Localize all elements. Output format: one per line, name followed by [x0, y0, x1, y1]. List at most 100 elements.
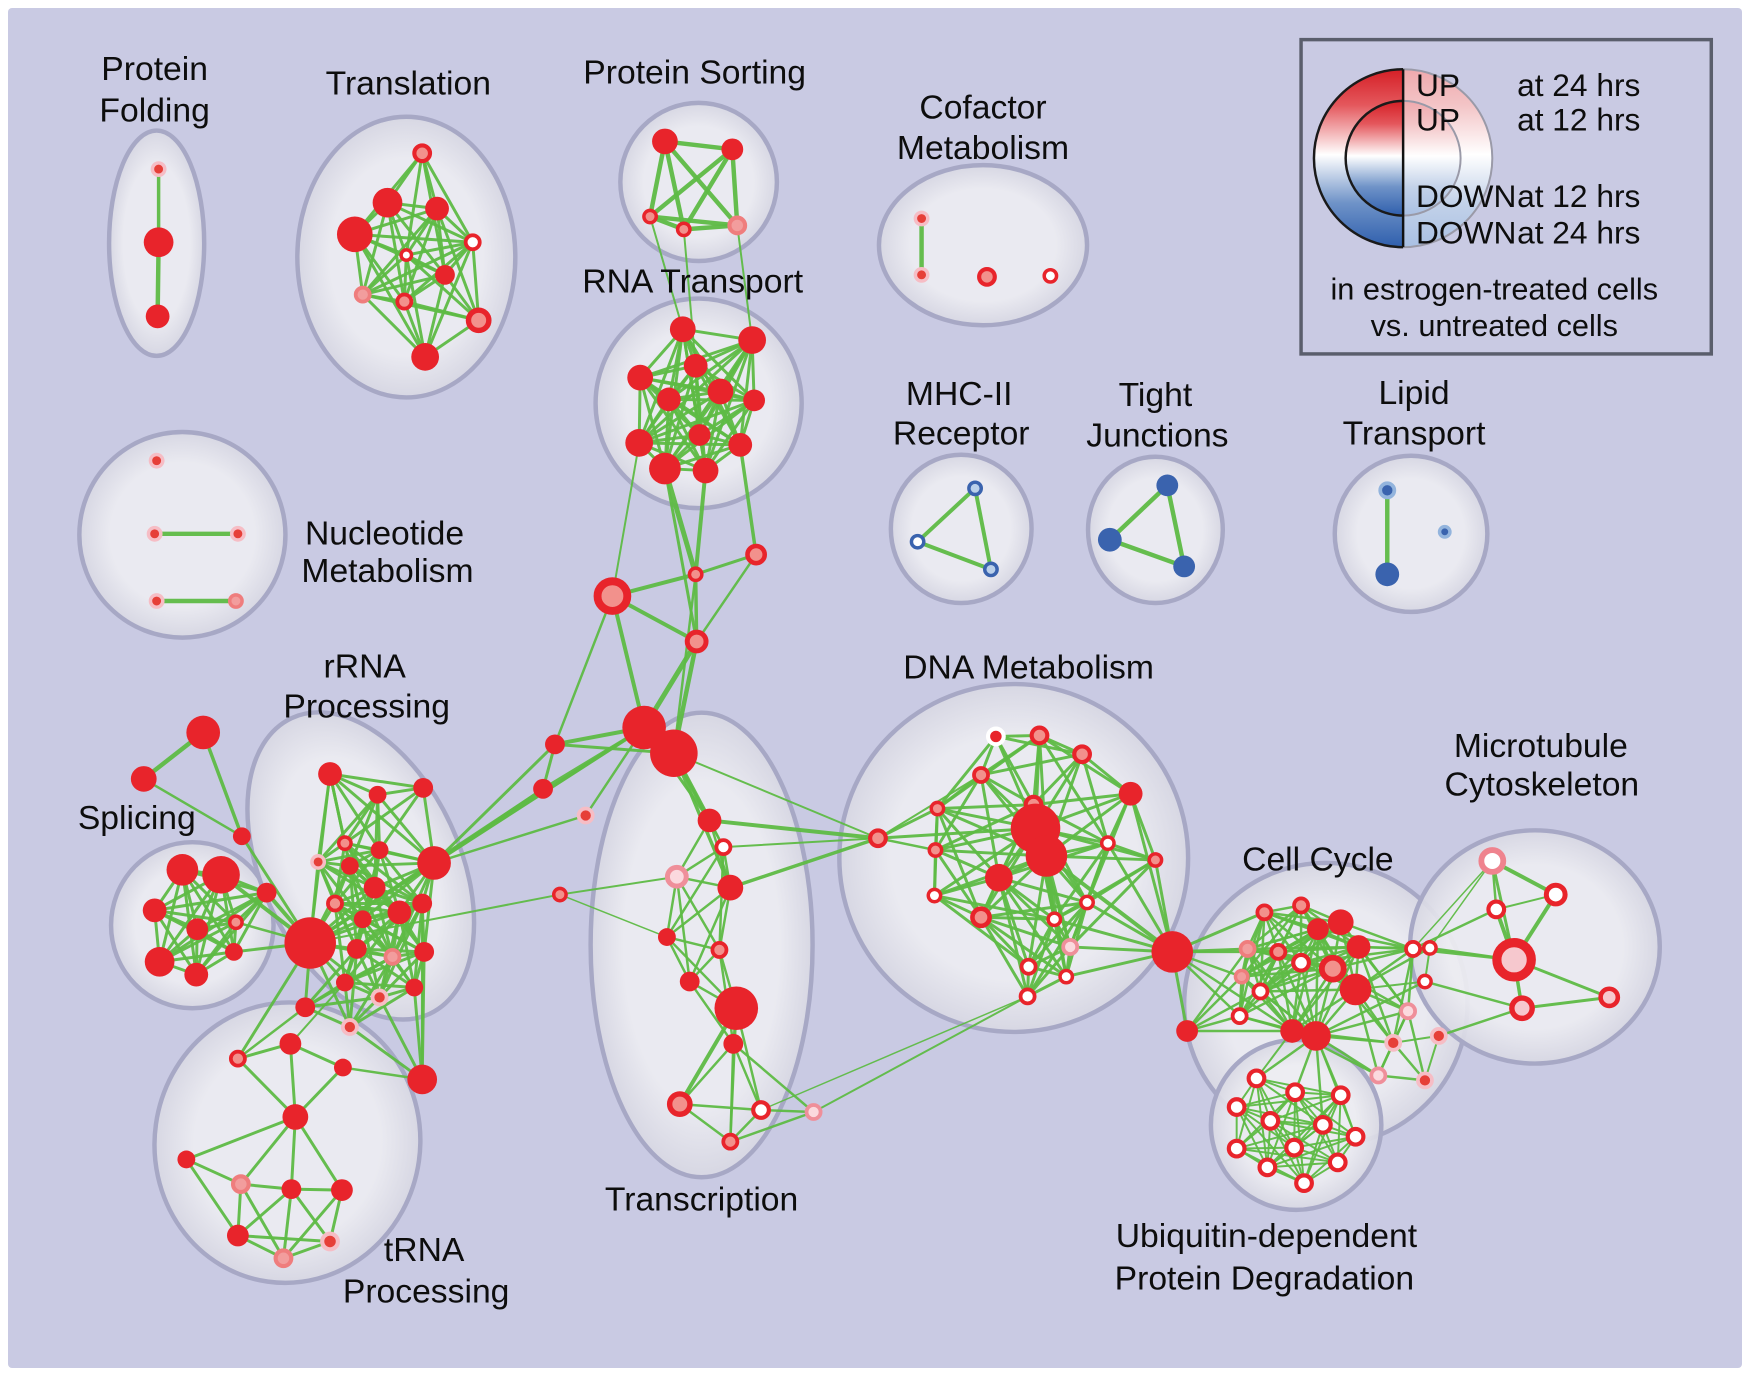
node-rr15 [383, 947, 402, 966]
node-sp1 [166, 854, 199, 886]
edge [558, 875, 678, 896]
edge [201, 730, 244, 838]
edge [704, 398, 756, 473]
edge [1171, 950, 1294, 1033]
edge [693, 468, 708, 577]
edge [1314, 1009, 1410, 1038]
node-dm13 [970, 906, 992, 929]
edge [289, 1187, 332, 1243]
edge [1412, 860, 1494, 950]
node-cc12 [1339, 973, 1372, 1006]
edge [667, 338, 754, 401]
node-tb3 [331, 1179, 353, 1201]
node-rr12 [387, 900, 412, 925]
node-tg1 [186, 715, 221, 750]
edge [303, 947, 359, 1009]
node-dm14 [1079, 894, 1095, 911]
node-cc3 [1327, 909, 1354, 936]
node-dm10 [1099, 835, 1116, 852]
edge [471, 240, 481, 322]
node-ch2 [745, 543, 767, 566]
edge [1185, 990, 1262, 1033]
edge [876, 826, 1038, 840]
node-cc5 [1346, 935, 1371, 959]
node-tr7 [435, 264, 455, 285]
edge [1240, 967, 1335, 978]
edge [637, 398, 756, 445]
node-dm1 [985, 726, 1006, 747]
node-mc3 [1486, 899, 1507, 920]
edge [662, 466, 699, 577]
legend-time-label-1: at 24 hrs [1517, 67, 1640, 103]
edge [236, 1006, 307, 1060]
edge [979, 915, 1056, 921]
edge [1303, 1094, 1342, 1185]
node-lp2 [1375, 562, 1400, 587]
node-sp7 [184, 962, 209, 987]
cluster-label-splicing-line1: Splicing [78, 800, 196, 837]
edge [1107, 483, 1170, 542]
node-nm5 [227, 593, 244, 609]
edge [158, 891, 269, 964]
node-rt12 [692, 457, 719, 484]
edge [682, 228, 697, 367]
edge [378, 786, 425, 852]
node-sp8 [224, 943, 243, 961]
edge [1314, 1034, 1325, 1127]
cluster-label-microtubule-cytoskeleton-line2: Cytoskeleton [1445, 766, 1640, 803]
edge [1107, 537, 1187, 569]
edge [638, 376, 708, 473]
edge [704, 338, 754, 473]
node-tx10 [666, 1091, 693, 1117]
node-dm5 [929, 800, 946, 817]
edge [665, 886, 732, 939]
node-ub1 [1246, 1068, 1267, 1089]
cluster-label-lipid-transport-line2: Transport [1343, 416, 1486, 453]
edge [1235, 1123, 1324, 1150]
cluster-label-ubiquitin-degradation-line1: Ubiquitin-dependent [1116, 1218, 1418, 1255]
legend-circle-outline-inner-right [1403, 99, 1462, 217]
node-mh2 [909, 533, 926, 550]
node-tx8 [714, 986, 759, 1030]
edge [979, 773, 1036, 807]
edge [1037, 733, 1110, 845]
node-rt5 [657, 387, 681, 412]
nodes-layer [130, 128, 1621, 1269]
edge [695, 553, 758, 643]
node-dc1 [868, 828, 888, 849]
cluster-label-cofactor-metabolism-line2: Metabolism [897, 130, 1069, 167]
edge [1391, 947, 1415, 1045]
network-figure: Protein Folding Translation Protein Sorting… [77, 37, 1714, 1311]
cluster-label-microtubule-cytoskeleton-line1: Microtubule [1454, 728, 1628, 765]
edge [361, 201, 389, 297]
edge [432, 742, 557, 865]
edge [997, 876, 1089, 904]
edge [1032, 752, 1084, 807]
edge [932, 894, 1031, 969]
labels-layer: Protein Folding Translation Protein Sorting… [78, 51, 1639, 1311]
node-tx6 [710, 941, 729, 959]
node-cc17 [1404, 940, 1422, 958]
edge [611, 441, 641, 598]
edge [672, 752, 879, 840]
node-rr2 [368, 785, 387, 804]
node-dm3 [1072, 744, 1092, 765]
node-rr14 [346, 939, 367, 959]
edge [309, 893, 561, 944]
node-mc5 [1492, 938, 1536, 982]
edge [348, 985, 416, 1029]
node-ub7 [1226, 1138, 1247, 1159]
node-nm3 [229, 525, 246, 542]
node-sp6 [144, 946, 175, 977]
edge [353, 232, 475, 244]
node-tj2 [1097, 527, 1122, 552]
edge [718, 845, 725, 952]
node-tx1 [697, 808, 722, 833]
node-ps5 [727, 215, 748, 236]
node-tx7 [679, 971, 700, 992]
edge [432, 814, 587, 865]
node-pr1 [576, 806, 595, 825]
node-tr8 [353, 285, 372, 304]
edge [1259, 988, 1357, 993]
node-pf1 [150, 161, 167, 178]
